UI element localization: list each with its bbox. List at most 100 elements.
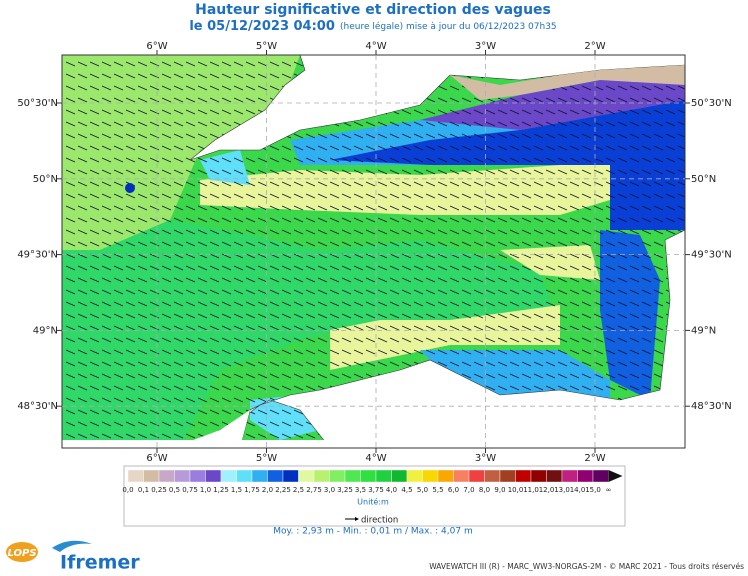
legend-label: 4,0 — [386, 486, 397, 494]
arrow — [101, 265, 112, 271]
arrow — [425, 97, 436, 103]
arrow — [113, 169, 124, 175]
arrow — [293, 409, 304, 415]
arrow — [113, 385, 124, 391]
arrow — [113, 145, 124, 151]
arrow — [485, 121, 496, 127]
arrow — [533, 97, 544, 103]
arrow — [425, 241, 436, 247]
arrow — [305, 241, 316, 247]
arrow — [125, 337, 136, 343]
arrow — [353, 301, 364, 307]
arrow — [101, 217, 112, 223]
color-swatch — [515, 469, 532, 483]
arrow — [377, 265, 388, 271]
arrow — [89, 205, 100, 211]
arrow — [341, 217, 352, 223]
arrow — [473, 325, 484, 331]
arrow — [281, 361, 292, 367]
arrow — [221, 277, 232, 283]
arrow — [209, 253, 220, 259]
arrow — [521, 181, 532, 187]
arrow — [281, 73, 292, 79]
arrow — [365, 157, 376, 163]
arrow — [113, 229, 124, 235]
arrow — [89, 409, 100, 415]
arrow — [89, 181, 100, 187]
arrow — [245, 109, 256, 115]
arrow — [341, 145, 352, 151]
arrow — [593, 133, 604, 139]
arrow — [197, 97, 208, 103]
arrow — [521, 325, 532, 331]
arrow — [137, 349, 148, 355]
legend-label: 6,0 — [448, 486, 459, 494]
arrow — [389, 349, 400, 355]
arrow — [437, 337, 448, 343]
arrow — [161, 409, 172, 415]
arrow — [125, 61, 136, 67]
arrow — [317, 277, 328, 283]
arrow — [473, 337, 484, 343]
arrow — [485, 349, 496, 355]
arrow — [77, 253, 88, 259]
arrow — [305, 301, 316, 307]
lon-label-bottom: 2°W — [584, 453, 605, 464]
arrow — [137, 253, 148, 259]
arrow — [581, 205, 592, 211]
arrow — [209, 97, 220, 103]
arrow — [341, 241, 352, 247]
arrow — [101, 97, 112, 103]
arrow — [197, 265, 208, 271]
arrow — [593, 121, 604, 127]
arrow — [209, 85, 220, 91]
arrow — [449, 205, 460, 211]
lon-label-top: 3°W — [475, 41, 496, 52]
arrow — [101, 361, 112, 367]
arrow — [209, 325, 220, 331]
arrow — [377, 193, 388, 199]
arrow — [317, 361, 328, 367]
arrow — [473, 169, 484, 175]
arrow — [653, 85, 664, 91]
arrow — [257, 157, 268, 163]
coast — [450, 65, 685, 100]
arrow — [113, 373, 124, 379]
arrow — [137, 181, 148, 187]
arrow — [149, 361, 160, 367]
arrow — [137, 265, 148, 271]
arrow — [557, 109, 568, 115]
arrow — [173, 217, 184, 223]
color-swatch — [468, 469, 485, 483]
arrow — [425, 265, 436, 271]
arrow — [221, 169, 232, 175]
arrow — [125, 145, 136, 151]
arrow — [473, 217, 484, 223]
arrow — [569, 229, 580, 235]
arrow — [449, 157, 460, 163]
arrow — [605, 121, 616, 127]
arrow — [353, 145, 364, 151]
arrow — [485, 145, 496, 151]
arrow — [533, 265, 544, 271]
legend-label: 11,0 — [523, 486, 539, 494]
arrow — [137, 313, 148, 319]
arrow — [605, 241, 616, 247]
arrow — [125, 229, 136, 235]
arrow — [569, 277, 580, 283]
arrow — [593, 181, 604, 187]
arrow — [305, 385, 316, 391]
arrow — [545, 325, 556, 331]
arrow — [449, 241, 460, 247]
arrow — [641, 241, 652, 247]
arrow — [545, 349, 556, 355]
arrow — [257, 397, 268, 403]
arrow — [65, 313, 76, 319]
arrow — [113, 433, 124, 439]
arrow — [137, 241, 148, 247]
arrow — [113, 337, 124, 343]
arrow — [569, 109, 580, 115]
arrow — [281, 373, 292, 379]
arrow — [233, 61, 244, 67]
arrow — [113, 97, 124, 103]
